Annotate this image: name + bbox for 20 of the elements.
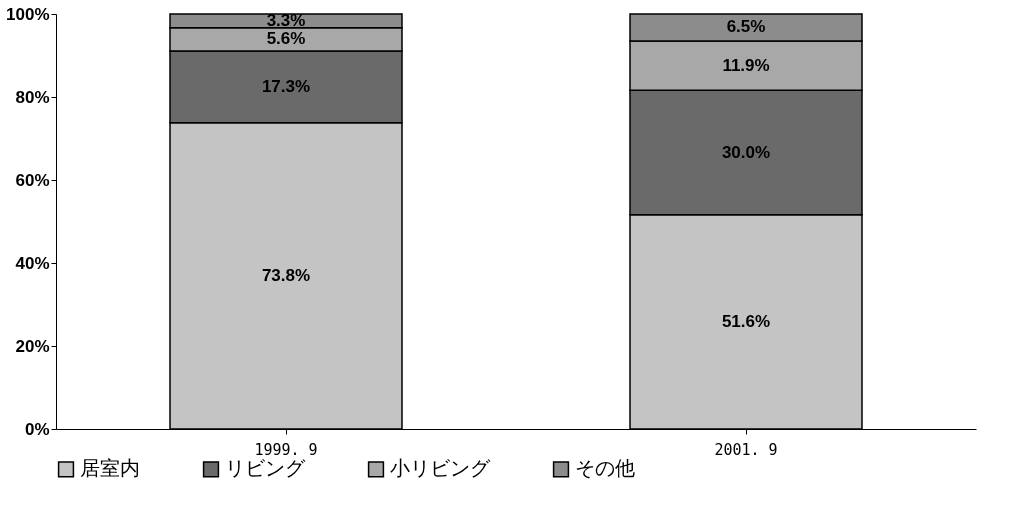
y-tick-label: 40% xyxy=(15,253,50,273)
y-tick-label: 0% xyxy=(24,419,50,439)
x-tick-label: 1999. 9 xyxy=(254,440,318,459)
y-tick-label: 60% xyxy=(15,170,50,190)
data-label: 11.9% xyxy=(722,55,770,75)
x-tick-label: 2001. 9 xyxy=(714,440,778,459)
legend-label: その他 xyxy=(575,457,635,480)
data-label: 5.6% xyxy=(266,29,306,49)
legend-label: 小リビング xyxy=(390,457,491,480)
data-label: 51.6% xyxy=(721,311,771,331)
y-tick-label: 80% xyxy=(15,87,50,107)
y-tick-label: 100% xyxy=(6,4,50,24)
data-label: 3.3% xyxy=(266,10,306,30)
legend-label: リビング xyxy=(225,457,306,480)
data-label: 73.8% xyxy=(261,265,311,285)
data-label: 6.5% xyxy=(726,17,766,37)
y-tick-label: 20% xyxy=(15,336,50,356)
data-label: 17.3% xyxy=(261,76,311,96)
legend-label: 居室内 xyxy=(80,457,140,480)
data-label: 30.0% xyxy=(721,142,771,162)
